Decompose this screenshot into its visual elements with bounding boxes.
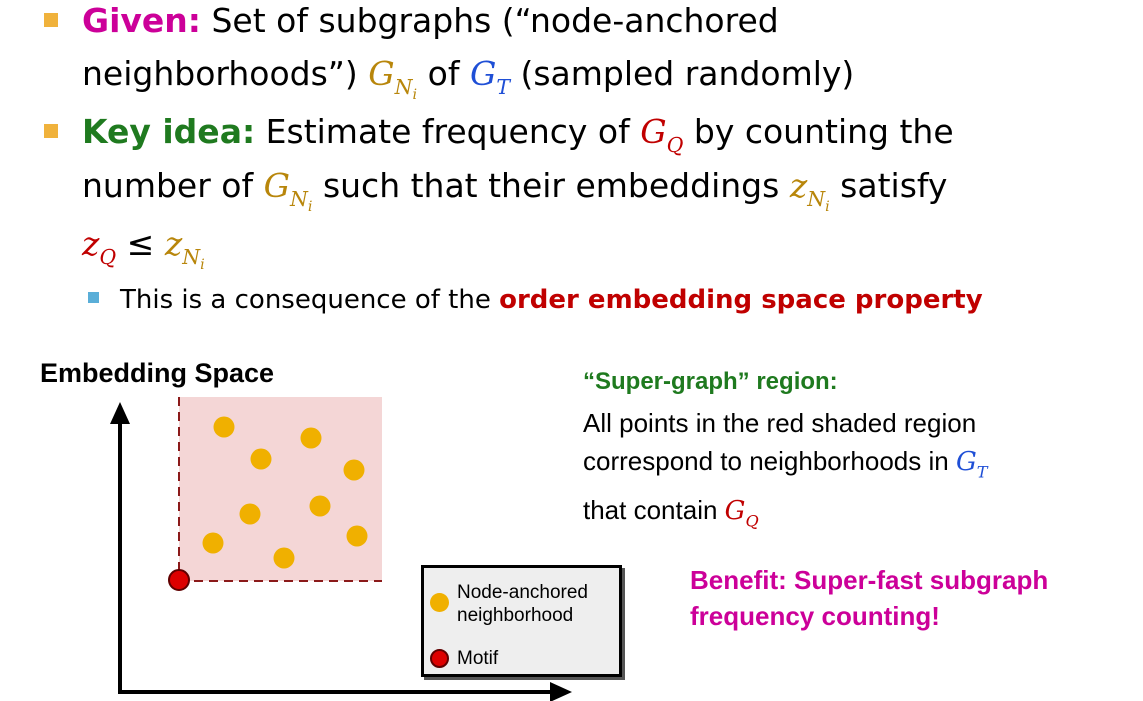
math-g-q: GQ	[724, 496, 759, 531]
math-z-ni: zNi	[789, 166, 830, 216]
benefit-line-1: Benefit: Super-fast subgraph	[690, 565, 1049, 595]
key-idea-text-1b: by counting the	[693, 112, 954, 151]
sub-bullet-emphasis: order embedding space property	[499, 285, 983, 315]
key-idea-text-1: Estimate frequency of	[265, 112, 630, 151]
key-idea-line-1: Key idea: Estimate frequency of GQ by co…	[82, 112, 954, 165]
key-idea-text-2a: number of	[82, 166, 254, 205]
bullet-marker	[44, 124, 58, 138]
neighborhood-point-icon	[343, 459, 365, 481]
legend-label-neighborhood: Node-anchored neighborhood	[457, 581, 588, 627]
legend-item-neighborhood: Node-anchored neighborhood	[430, 581, 588, 627]
super-graph-region-description: All points in the red shaded region corr…	[583, 404, 987, 541]
neighborhood-point-icon	[346, 525, 368, 547]
math-g-t: GT	[469, 54, 510, 100]
neighborhood-point-icon	[202, 532, 224, 554]
key-idea-text-2c: satisfy	[840, 166, 948, 205]
given-label: Given:	[82, 1, 201, 40]
neighborhood-point-icon	[430, 593, 449, 612]
region-line-1: All points in the red shaded region	[583, 408, 977, 438]
given-line-2: neighborhoods”) GNi of GT (sampled rando…	[82, 54, 854, 115]
motif-point-icon	[168, 569, 190, 591]
math-g-q: GQ	[640, 112, 684, 158]
given-text-2b: of	[427, 54, 460, 93]
embedding-space-title: Embedding Space	[40, 358, 275, 388]
neighborhood-point-icon	[239, 503, 261, 525]
sub-bullet-marker	[88, 292, 99, 303]
legend-item-motif: Motif	[430, 647, 498, 670]
math-z-ni: zNi	[164, 224, 205, 274]
super-graph-region-title: “Super-graph” region:	[583, 368, 838, 395]
key-idea-text-2b: such that their embeddings	[322, 166, 780, 205]
math-g-ni: GNi	[263, 166, 313, 216]
math-g-ni: GNi	[368, 54, 418, 104]
key-idea-line-2: number of GNi such that their embeddings…	[82, 166, 947, 227]
legend-label-line: neighborhood	[457, 605, 574, 626]
given-text-2a: neighborhoods”)	[82, 54, 358, 93]
math-g-t: GT	[955, 447, 988, 482]
benefit-callout: Benefit: Super-fast subgraph frequency c…	[690, 562, 1048, 634]
motif-point-icon	[430, 649, 449, 668]
sub-bullet-line: This is a consequence of the order embed…	[120, 284, 983, 316]
region-line-3: that contain GQ	[583, 495, 759, 531]
legend-label-line: Node-anchored	[457, 582, 588, 603]
key-idea-line-3: zQ ≤ zNi	[82, 224, 205, 285]
math-z-q: zQ	[82, 224, 117, 270]
neighborhood-point-icon	[213, 416, 235, 438]
given-text-2c: (sampled randomly)	[520, 54, 855, 93]
neighborhood-point-icon	[273, 547, 295, 569]
math-leq: ≤	[126, 224, 155, 263]
neighborhood-point-icon	[250, 448, 272, 470]
neighborhood-point-icon	[300, 427, 322, 449]
neighborhood-point-icon	[309, 495, 331, 517]
benefit-line-2: frequency counting!	[690, 601, 940, 631]
legend-label-motif: Motif	[457, 648, 499, 669]
bullet-marker	[44, 13, 58, 27]
key-idea-label: Key idea:	[82, 112, 256, 151]
y-axis-arrowhead	[110, 402, 130, 424]
region-line-2: correspond to neighborhoods in GT	[583, 446, 988, 482]
legend-box: Node-anchored neighborhood Motif	[421, 565, 622, 677]
given-text-1: Set of subgraphs (“node-anchored	[211, 1, 779, 40]
sub-bullet-text: This is a consequence of the	[120, 285, 491, 315]
x-axis-arrowhead	[550, 682, 572, 701]
given-line-1: Given: Set of subgraphs (“node-anchored	[82, 1, 779, 41]
